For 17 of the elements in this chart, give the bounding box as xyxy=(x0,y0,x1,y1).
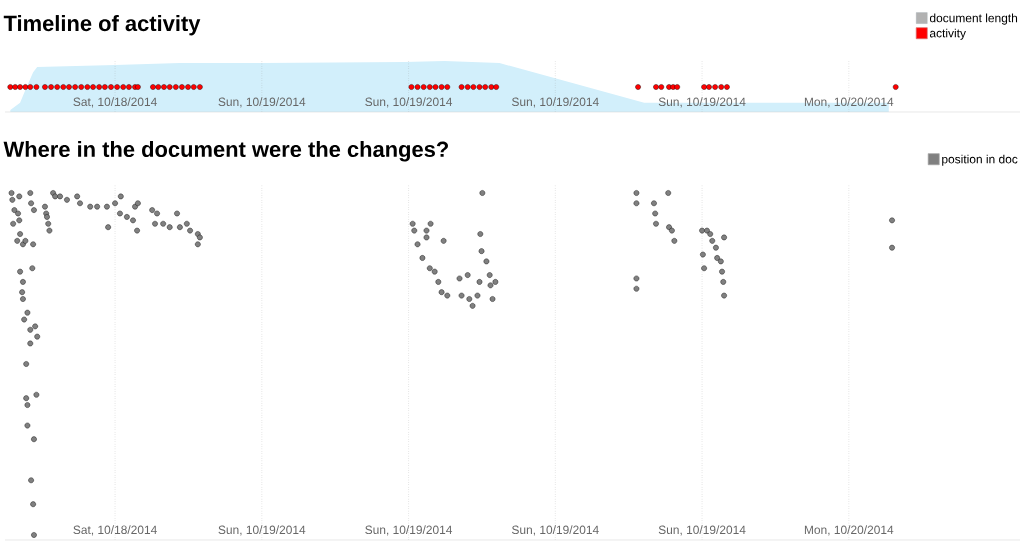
x-tick-label: Sun, 10/19/2014 xyxy=(658,525,746,536)
legend-label: document length xyxy=(929,13,1018,25)
x-tick-label: Sun, 10/19/2014 xyxy=(365,525,453,536)
x-tick-label: Sun, 10/19/2014 xyxy=(218,525,306,536)
x-tick-label: Mon, 10/20/2014 xyxy=(804,525,894,536)
x-tick-label: Sun, 10/19/2014 xyxy=(365,97,453,108)
chart-title: Timeline of activity xyxy=(3,15,201,36)
x-tick-label: Sun, 10/19/2014 xyxy=(511,525,599,536)
legend-label: activity xyxy=(929,28,966,40)
chart-title: Where in the document were the changes? xyxy=(3,140,448,162)
legend-label: position in doc xyxy=(942,154,1018,166)
x-tick-label: Mon, 10/20/2014 xyxy=(804,97,894,108)
x-tick-label: Sat, 10/18/2014 xyxy=(73,525,157,536)
x-tick-label: Sun, 10/19/2014 xyxy=(218,97,306,108)
x-tick-label: Sun, 10/19/2014 xyxy=(658,97,746,108)
x-tick-label: Sat, 10/18/2014 xyxy=(73,97,157,108)
x-tick-label: Sun, 10/19/2014 xyxy=(511,97,599,108)
